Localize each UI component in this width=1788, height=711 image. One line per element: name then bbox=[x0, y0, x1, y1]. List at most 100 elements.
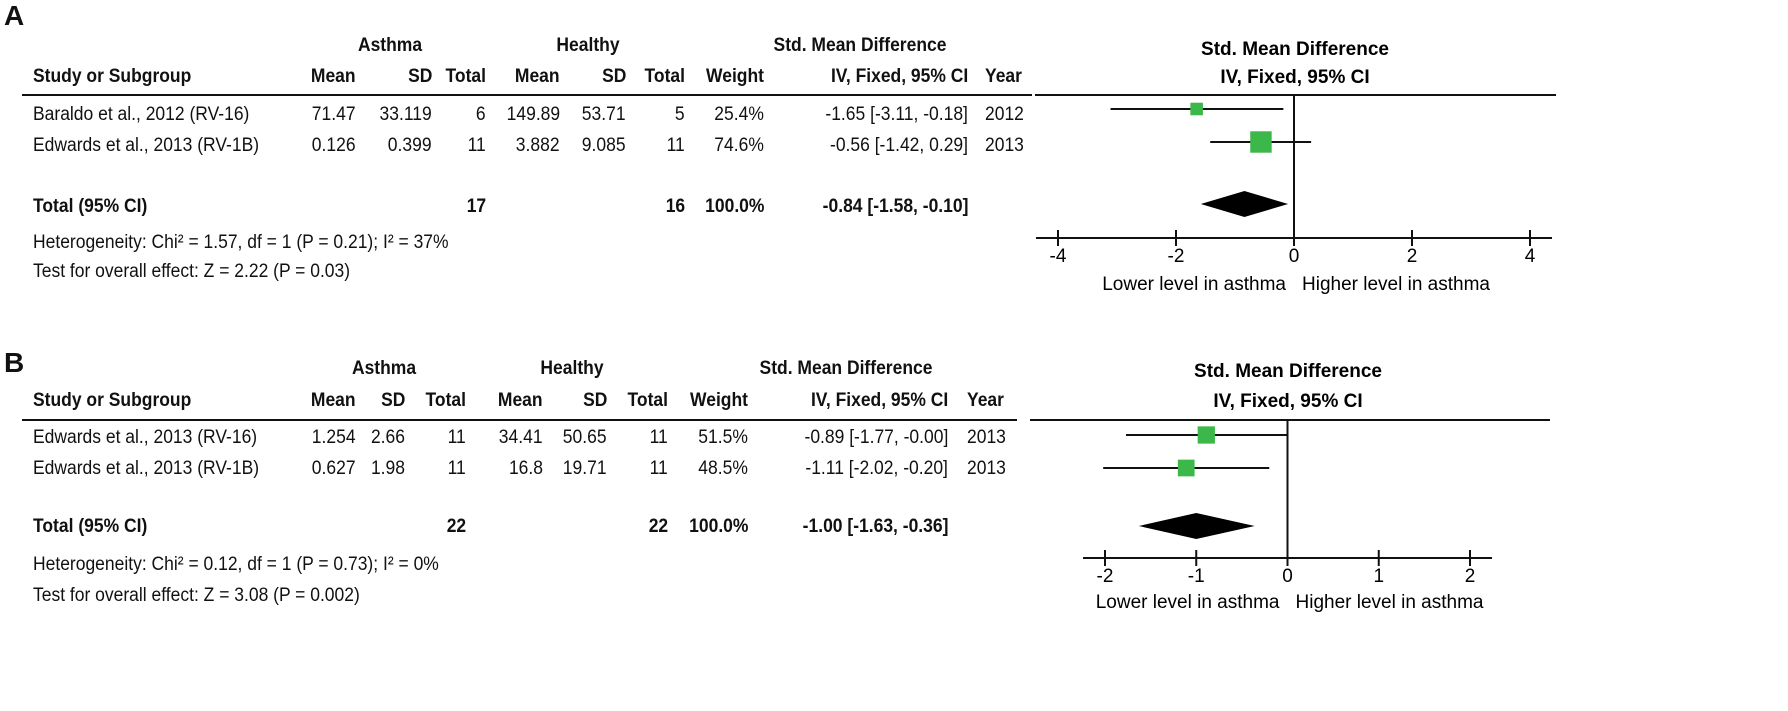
col-sd2: SD bbox=[601, 66, 626, 87]
study-mean1: 71.47 bbox=[312, 104, 356, 125]
study-weight: 48.5% bbox=[698, 458, 748, 479]
total-n2: 16 bbox=[665, 196, 685, 217]
study-ci: -0.89 [-1.77, -0.00] bbox=[804, 427, 948, 448]
study-point-estimate bbox=[1197, 426, 1215, 444]
study-year: 2013 bbox=[967, 427, 1006, 448]
study-point-estimate bbox=[1177, 459, 1195, 477]
x-tick-label: 0 bbox=[1282, 566, 1293, 587]
study-mean1: 0.627 bbox=[312, 458, 356, 479]
col-sd1: SD bbox=[380, 390, 405, 411]
forest-plot-panel-a: A Asthma Healthy Std. Mean Difference St… bbox=[0, 0, 1788, 355]
study-mean2: 34.41 bbox=[499, 427, 543, 448]
col-weight: Weight bbox=[690, 390, 748, 411]
study-sd2: 19.71 bbox=[563, 458, 607, 479]
effect-header: Std. Mean Difference bbox=[773, 35, 947, 56]
header-rule bbox=[22, 94, 1032, 96]
x-tick-label: -2 bbox=[1097, 566, 1114, 587]
col-sd2: SD bbox=[582, 390, 607, 411]
group1-header: Asthma bbox=[351, 358, 417, 379]
study-sd1: 1.98 bbox=[370, 458, 405, 479]
plot-content: -2 -1 0 1 2 Lower level in asthma Higher level… bbox=[1083, 420, 1492, 613]
group2-header: Healthy bbox=[556, 35, 620, 56]
forest-plot-panel-b: B Asthma Healthy Std. Mean Difference St… bbox=[0, 347, 1788, 710]
favours-left-label: Lower level in asthma bbox=[1102, 274, 1286, 295]
col-study: Study or Subgroup bbox=[33, 66, 192, 87]
x-tick-label: 1 bbox=[1373, 566, 1384, 587]
study-n1: 11 bbox=[447, 427, 466, 448]
heterogeneity-text: Heterogeneity: Chi² = 1.57, df = 1 (P = … bbox=[33, 232, 449, 253]
study-weight: 74.6% bbox=[714, 135, 764, 156]
study-n1: 11 bbox=[467, 135, 486, 156]
study-sd2: 9.085 bbox=[582, 135, 626, 156]
forest-plot-svg: Std. Mean Difference IV, Fixed, 95% CI -… bbox=[1035, 39, 1556, 295]
col-mean1: Mean bbox=[311, 390, 356, 411]
plot-subtitle: IV, Fixed, 95% CI bbox=[1213, 391, 1362, 412]
total-n1: 22 bbox=[446, 516, 466, 537]
x-tick-label: 0 bbox=[1289, 246, 1300, 267]
x-tick-label: 2 bbox=[1465, 566, 1476, 587]
study-mean2: 3.882 bbox=[516, 135, 560, 156]
col-study: Study or Subgroup bbox=[33, 390, 192, 411]
study-n2: 11 bbox=[649, 458, 668, 479]
col-ci: IV, Fixed, 95% CI bbox=[830, 66, 968, 87]
study-year: 2012 bbox=[985, 104, 1024, 125]
plot-title: Std. Mean Difference bbox=[1194, 361, 1382, 382]
study-sd2: 53.71 bbox=[582, 104, 626, 125]
x-tick-label: -1 bbox=[1188, 566, 1205, 587]
study-ci: -0.56 [-1.42, 0.29] bbox=[830, 135, 968, 156]
col-mean2: Mean bbox=[498, 390, 543, 411]
study-name: Edwards et al., 2013 (RV-16) bbox=[33, 427, 258, 448]
study-weight: 25.4% bbox=[714, 104, 764, 125]
x-tick-label: 2 bbox=[1407, 246, 1418, 267]
study-year: 2013 bbox=[985, 135, 1024, 156]
total-n1: 17 bbox=[466, 196, 486, 217]
col-year: Year bbox=[985, 66, 1022, 87]
panel-label: B bbox=[4, 347, 25, 378]
total-label: Total (95% CI) bbox=[33, 516, 148, 537]
study-sd1: 2.66 bbox=[370, 427, 405, 448]
col-weight: Weight bbox=[706, 66, 764, 87]
col-mean2: Mean bbox=[515, 66, 560, 87]
panel-label: A bbox=[4, 0, 25, 31]
total-ci: -0.84 [-1.58, -0.10] bbox=[822, 196, 968, 217]
study-ci: -1.65 [-3.11, -0.18] bbox=[825, 104, 968, 125]
effect-header: Std. Mean Difference bbox=[759, 358, 933, 379]
favours-right-label: Higher level in asthma bbox=[1302, 274, 1490, 295]
study-n2: 11 bbox=[666, 135, 685, 156]
study-sd2: 50.65 bbox=[563, 427, 607, 448]
study-n2: 5 bbox=[675, 104, 685, 125]
heterogeneity-text: Heterogeneity: Chi² = 0.12, df = 1 (P = … bbox=[33, 554, 439, 575]
study-mean1: 1.254 bbox=[312, 427, 356, 448]
study-point-estimate bbox=[1250, 131, 1272, 153]
study-point-estimate bbox=[1190, 102, 1203, 116]
group1-header: Asthma bbox=[357, 35, 423, 56]
study-name: Edwards et al., 2013 (RV-1B) bbox=[33, 458, 260, 479]
x-tick-label: -4 bbox=[1050, 246, 1067, 267]
total-n2: 22 bbox=[648, 516, 668, 537]
x-tick-label: 4 bbox=[1525, 246, 1536, 267]
study-mean2: 16.8 bbox=[508, 458, 543, 479]
study-name: Edwards et al., 2013 (RV-1B) bbox=[33, 135, 260, 156]
total-weight: 100.0% bbox=[688, 516, 748, 537]
study-mean1: 0.126 bbox=[312, 135, 356, 156]
overall-effect-text: Test for overall effect: Z = 2.22 (P = 0… bbox=[33, 261, 351, 282]
total-weight: 100.0% bbox=[704, 196, 764, 217]
study-year: 2013 bbox=[967, 458, 1006, 479]
col-mean1: Mean bbox=[311, 66, 356, 87]
plot-subtitle: IV, Fixed, 95% CI bbox=[1220, 67, 1369, 88]
total-label: Total (95% CI) bbox=[33, 196, 148, 217]
overall-effect-text: Test for overall effect: Z = 3.08 (P = 0… bbox=[33, 585, 360, 606]
favours-left-label: Lower level in asthma bbox=[1096, 592, 1280, 613]
col-sd1: SD bbox=[407, 66, 432, 87]
study-ci: -1.11 [-2.02, -0.20] bbox=[805, 458, 948, 479]
favours-right-label: Higher level in asthma bbox=[1296, 592, 1484, 613]
study-sd1: 33.119 bbox=[379, 104, 432, 125]
forest-plot-svg: Std. Mean Difference IV, Fixed, 95% CI -… bbox=[1030, 361, 1550, 613]
study-sd1: 0.399 bbox=[388, 135, 432, 156]
study-mean2: 149.89 bbox=[506, 104, 560, 125]
col-total2: Total bbox=[644, 66, 685, 87]
study-n1: 11 bbox=[447, 458, 466, 479]
col-year: Year bbox=[967, 390, 1004, 411]
study-n2: 11 bbox=[649, 427, 668, 448]
col-ci: IV, Fixed, 95% CI bbox=[810, 390, 948, 411]
